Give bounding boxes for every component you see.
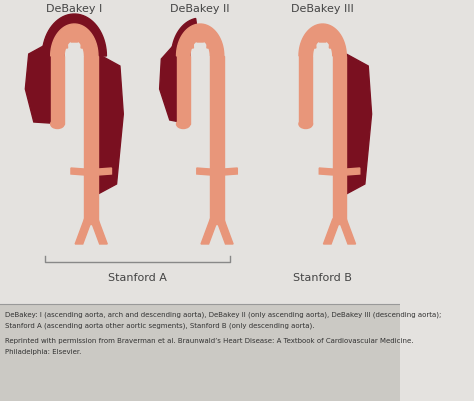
Polygon shape [207,33,214,49]
Polygon shape [81,33,88,49]
Polygon shape [98,168,111,176]
Ellipse shape [299,120,312,129]
FancyBboxPatch shape [0,304,401,401]
Polygon shape [71,168,84,176]
Polygon shape [319,27,326,43]
Polygon shape [176,57,190,125]
Polygon shape [197,27,203,43]
Polygon shape [333,57,346,225]
Polygon shape [71,27,78,43]
Polygon shape [299,57,312,125]
Text: DeBakey I: DeBakey I [46,4,102,14]
Polygon shape [51,25,98,57]
Polygon shape [91,219,107,244]
Text: DeBakey II: DeBakey II [171,4,230,14]
Polygon shape [176,25,224,57]
Polygon shape [201,219,218,244]
Polygon shape [338,219,356,244]
Polygon shape [210,57,224,225]
Polygon shape [197,168,210,176]
Polygon shape [61,33,68,49]
Polygon shape [346,168,360,176]
Polygon shape [75,219,92,244]
Text: Stanford A: Stanford A [108,272,167,282]
Polygon shape [299,25,346,57]
Text: Reprinted with permission from Braverman et al. Braunwald’s Heart Disease: A Tex: Reprinted with permission from Braverman… [5,337,414,343]
Polygon shape [98,55,123,194]
Text: DeBakey III: DeBakey III [291,4,354,14]
Ellipse shape [176,120,190,129]
Polygon shape [84,57,98,225]
Polygon shape [42,15,107,57]
Polygon shape [319,168,333,176]
Polygon shape [346,55,372,194]
Text: DeBakey: I (ascending aorta, arch and descending aorta), DeBakey II (only ascend: DeBakey: I (ascending aorta, arch and de… [5,311,441,318]
Polygon shape [51,57,64,125]
Polygon shape [323,219,340,244]
Polygon shape [160,43,190,125]
Polygon shape [329,33,336,49]
Polygon shape [187,33,193,49]
Ellipse shape [51,120,64,129]
Polygon shape [172,19,198,57]
Text: Stanford B: Stanford B [293,272,352,282]
Polygon shape [224,168,237,176]
Polygon shape [216,219,233,244]
Polygon shape [25,43,64,125]
Polygon shape [309,33,316,49]
Text: Philadelphia: Elsevier.: Philadelphia: Elsevier. [5,348,82,354]
Text: Stanford A (ascending aorta other aortic segments), Stanford B (only descending : Stanford A (ascending aorta other aortic… [5,322,315,329]
